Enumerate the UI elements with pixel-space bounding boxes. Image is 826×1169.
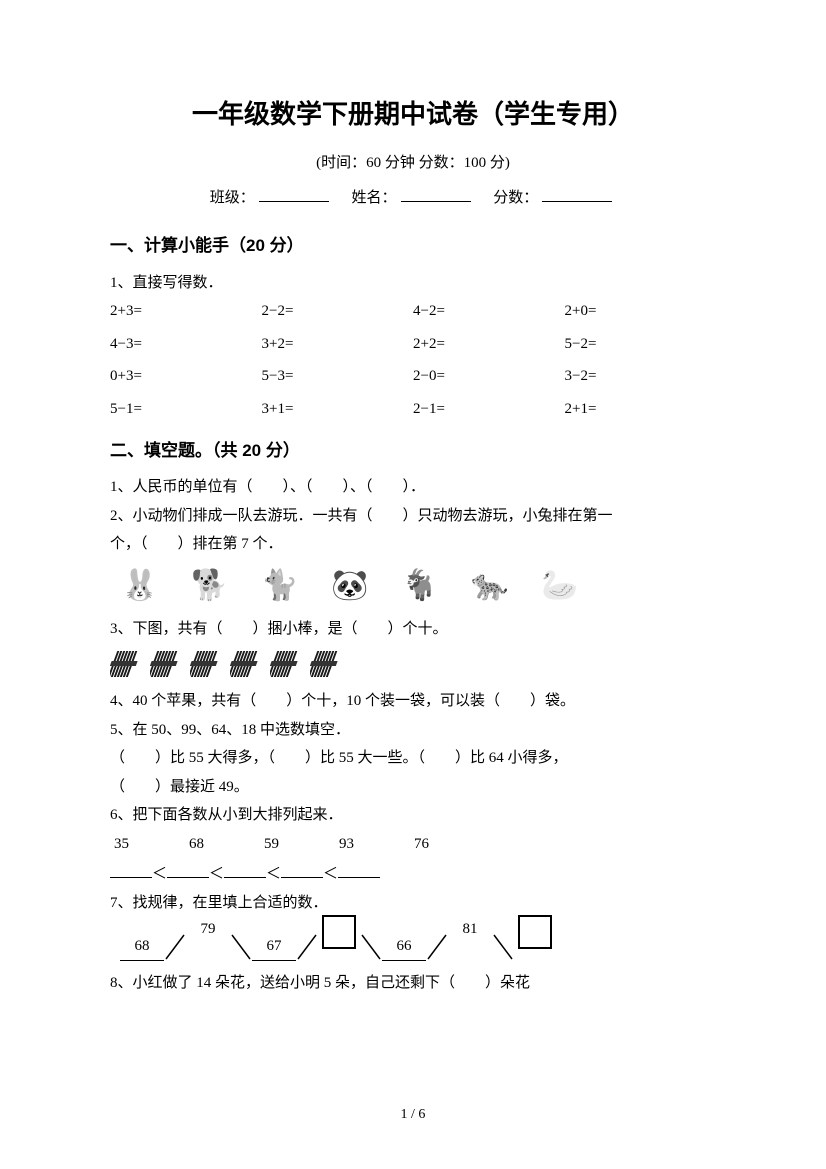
exam-subtitle: (时间：60 分钟 分数：100 分) bbox=[110, 149, 716, 178]
slash-up-icon bbox=[426, 933, 448, 961]
sort-num: 76 bbox=[414, 830, 429, 859]
slash-up-icon bbox=[296, 933, 318, 961]
zig-num: 68 bbox=[120, 932, 164, 962]
animal-icon: 🐈 bbox=[250, 565, 310, 607]
score-label: 分数： bbox=[493, 190, 538, 206]
q2-8: 8、小红做了 14 朵花，送给小明 5 朵，自己还剩下（ ）朵花 bbox=[110, 969, 716, 998]
zig-num: 67 bbox=[252, 932, 296, 962]
calc-cell: 3+1= bbox=[262, 395, 414, 424]
slash-down-icon bbox=[492, 933, 514, 961]
section1-head: 一、计算小能手（20 分） bbox=[110, 230, 716, 262]
q2-6-order: ＜ ＜ ＜ ＜ bbox=[110, 860, 716, 889]
animal-icon: 🐐 bbox=[390, 565, 450, 607]
stick-bundle-icon bbox=[110, 649, 144, 679]
q2-6-nums: 35 68 59 93 76 bbox=[114, 830, 716, 859]
q2-6a: 6、把下面各数从小到大排列起来． bbox=[110, 801, 716, 830]
q2-4: 4、40 个苹果，共有（ ）个十，10 个装一袋，可以装（ ）袋。 bbox=[110, 687, 716, 716]
order-blank[interactable] bbox=[167, 863, 209, 878]
animal-icon: 🐼 bbox=[320, 565, 380, 607]
calc-cell: 3+2= bbox=[262, 330, 414, 359]
stick-bundle-icon bbox=[150, 649, 184, 679]
lt-sign: ＜ bbox=[266, 866, 281, 882]
q2-2a: 2、小动物们排成一队去游玩．一共有（ ）只动物去游玩，小兔排在第一 bbox=[110, 502, 716, 531]
calc-cell: 4−3= bbox=[110, 330, 262, 359]
section1-q1: 1、直接写得数． bbox=[110, 269, 716, 298]
q2-5b: （ ）比 55 大得多，（ ）比 55 大一些。（ ）比 64 小得多， bbox=[110, 744, 716, 773]
section2-head: 二、填空题。（共 20 分） bbox=[110, 435, 716, 467]
sort-num: 68 bbox=[189, 830, 204, 859]
q2-5a: 5、在 50、99、64、18 中选数填空． bbox=[110, 716, 716, 745]
stick-bundle-icon bbox=[310, 649, 344, 679]
order-blank[interactable] bbox=[110, 863, 152, 878]
calc-cell: 5−1= bbox=[110, 395, 262, 424]
name-label: 姓名： bbox=[351, 190, 396, 206]
slash-up-icon bbox=[164, 933, 186, 961]
order-blank[interactable] bbox=[224, 863, 266, 878]
sort-num: 35 bbox=[114, 830, 129, 859]
order-blank[interactable] bbox=[338, 863, 380, 878]
calc-cell: 5−2= bbox=[565, 330, 717, 359]
zig-num: 66 bbox=[382, 932, 426, 962]
exam-title: 一年级数学下册期中试卷（学生专用） bbox=[110, 90, 716, 139]
calc-cell: 3−2= bbox=[565, 362, 717, 391]
stick-bundle-icon bbox=[190, 649, 224, 679]
lt-sign: ＜ bbox=[209, 866, 224, 882]
lt-sign: ＜ bbox=[323, 866, 338, 882]
order-blank[interactable] bbox=[281, 863, 323, 878]
calc-cell: 5−3= bbox=[262, 362, 414, 391]
zigzag: 68 79 67 66 81 bbox=[120, 927, 716, 961]
stick-bundle-icon bbox=[230, 649, 264, 679]
sort-num: 93 bbox=[339, 830, 354, 859]
q2-7: 7、找规律，在里填上合适的数． bbox=[110, 889, 716, 918]
q2-1: 1、人民币的单位有（ ）、（ ）、（ ）． bbox=[110, 473, 716, 502]
stick-bundle-icon bbox=[270, 649, 304, 679]
calc-cell: 2−1= bbox=[413, 395, 565, 424]
page-footer: 1 / 6 bbox=[0, 1102, 826, 1129]
score-blank[interactable] bbox=[542, 187, 612, 202]
calc-cell: 2+0= bbox=[565, 297, 717, 326]
zig-box[interactable] bbox=[322, 915, 356, 949]
calc-cell: 2+1= bbox=[565, 395, 717, 424]
animal-icon: 🐕 bbox=[180, 565, 240, 607]
q2-2b: 个，（ ）排在第 7 个． bbox=[110, 530, 716, 559]
calc-cell: 2+2= bbox=[413, 330, 565, 359]
name-blank[interactable] bbox=[401, 187, 471, 202]
animal-icon: 🐰 bbox=[110, 565, 170, 607]
slash-down-icon bbox=[360, 933, 382, 961]
class-blank[interactable] bbox=[259, 187, 329, 202]
calc-cell: 4−2= bbox=[413, 297, 565, 326]
animal-icon: 🦢 bbox=[530, 565, 590, 607]
calc-grid: 2+3= 2−2= 4−2= 2+0= 4−3= 3+2= 2+2= 5−2= … bbox=[110, 297, 716, 423]
sort-num: 59 bbox=[264, 830, 279, 859]
info-line: 班级： 姓名： 分数： bbox=[110, 184, 716, 213]
zig-box[interactable] bbox=[518, 915, 552, 949]
calc-cell: 0+3= bbox=[110, 362, 262, 391]
animal-icon: 🐆 bbox=[460, 565, 520, 607]
slash-down-icon bbox=[230, 933, 252, 961]
lt-sign: ＜ bbox=[152, 866, 167, 882]
bundle-row bbox=[110, 649, 716, 679]
zig-num: 81 bbox=[448, 915, 492, 944]
animal-row: 🐰 🐕 🐈 🐼 🐐 🐆 🦢 bbox=[110, 565, 716, 607]
zig-num: 79 bbox=[186, 915, 230, 944]
calc-cell: 2−2= bbox=[262, 297, 414, 326]
calc-cell: 2−0= bbox=[413, 362, 565, 391]
q2-5c: （ ）最接近 49。 bbox=[110, 773, 716, 802]
calc-cell: 2+3= bbox=[110, 297, 262, 326]
q2-3: 3、下图，共有（ ）捆小棒，是（ ）个十。 bbox=[110, 615, 716, 644]
class-label: 班级： bbox=[210, 190, 255, 206]
